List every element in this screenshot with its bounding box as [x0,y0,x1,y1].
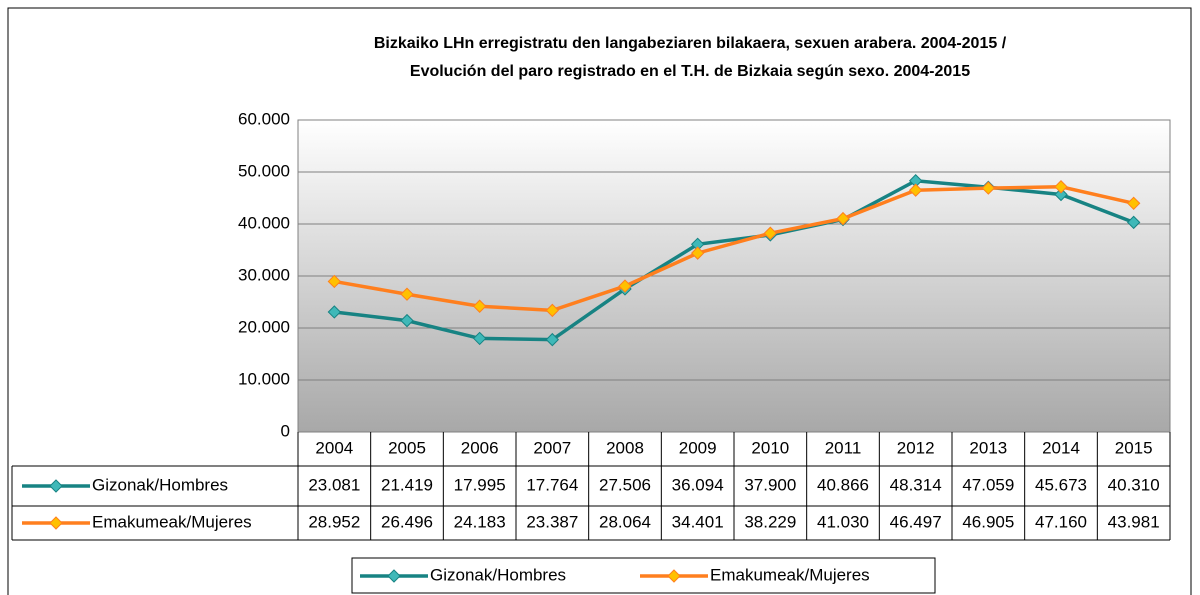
table-value: 46.497 [890,512,942,531]
table-value: 28.064 [599,512,651,531]
legend-marker [387,569,401,583]
table-value: 43.981 [1108,512,1160,531]
table-value: 28.952 [308,512,360,531]
table-value: 40.310 [1108,475,1160,494]
x-tick-label: 2011 [825,438,862,457]
x-tick-label: 2014 [1042,438,1080,457]
chart-title: Bizkaiko LHn erregistratu den langabezia… [374,35,1007,52]
marker [981,181,996,195]
marker [1054,187,1068,202]
x-tick-label: 2013 [969,438,1007,457]
legend-label: Gizonak/Hombres [430,565,566,584]
table-value: 45.673 [1035,475,1087,494]
marker [763,226,778,240]
table-value: 37.900 [744,475,796,494]
table-value: 38.229 [744,512,796,531]
x-tick-label: 2012 [897,438,935,457]
x-tick-label: 2007 [533,438,571,457]
table-value: 26.496 [381,512,433,531]
table-value: 17.764 [526,475,578,494]
table-value: 17.995 [454,475,506,494]
x-tick-label: 2005 [388,438,426,457]
marker [327,305,342,319]
x-tick-label: 2015 [1115,438,1153,457]
table-value: 27.506 [599,475,651,494]
y-tick-label: 60.000 [238,109,290,128]
marker [545,303,560,318]
y-tick-label: 40.000 [238,213,290,232]
marker [1126,196,1141,211]
marker [836,211,850,226]
table-value: 34.401 [672,512,724,531]
marker [327,274,342,289]
y-tick-label: 20.000 [238,317,290,336]
x-tick-label: 2009 [679,438,717,457]
x-tick-label: 2010 [751,438,789,457]
marker [472,331,487,346]
y-tick-label: 10.000 [238,369,290,388]
legend-marker [49,479,63,493]
marker [472,299,487,313]
x-tick-label: 2006 [461,438,499,457]
marker [908,183,923,197]
legend-label: Emakumeak/Mujeres [710,565,870,584]
y-tick-label: 30.000 [238,265,290,284]
y-tick-label: 0 [281,421,290,440]
marker [545,332,560,347]
x-tick-label: 2004 [315,438,353,457]
table-value: 47.059 [962,475,1014,494]
marker [1126,215,1141,230]
y-tick-label: 50.000 [238,161,290,180]
table-value: 23.387 [526,512,578,531]
marker [400,313,414,328]
marker [400,287,414,301]
table-value: 24.183 [454,512,506,531]
table-value: 46.905 [962,512,1014,531]
x-tick-label: 2008 [606,438,644,457]
table-value: 41.030 [817,512,869,531]
legend-marker [49,516,63,530]
chart-subtitle: Evolución del paro registrado en el T.H.… [410,63,970,80]
table-value: 36.094 [672,475,724,494]
marker [618,279,632,293]
table-value: 40.866 [817,475,869,494]
marker [690,246,705,260]
legend-marker [667,569,681,583]
table-value: 47.160 [1035,512,1087,531]
table-row-label: Gizonak/Hombres [92,475,228,494]
table-value: 21.419 [381,475,433,494]
series-line [334,185,1135,313]
table-row-label: Emakumeak/Mujeres [92,512,252,531]
table-value: 48.314 [890,475,942,494]
table-value: 23.081 [308,475,360,494]
marker [1054,180,1068,194]
